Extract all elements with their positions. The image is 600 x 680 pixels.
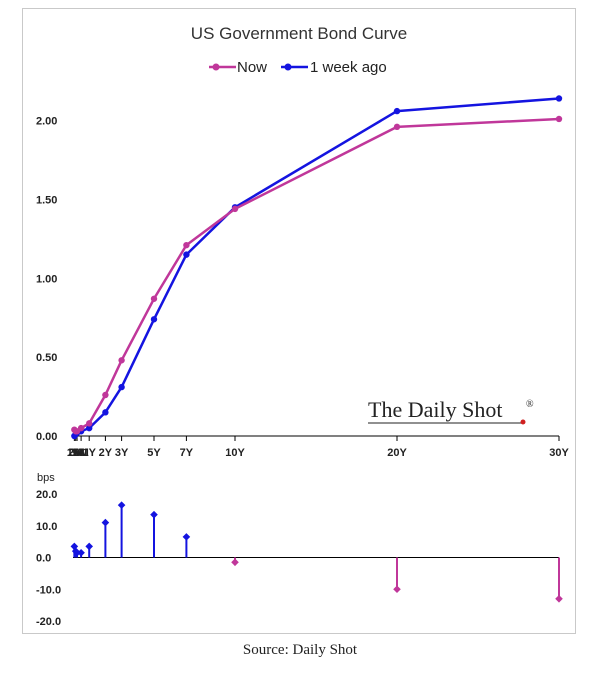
change-marker: [85, 542, 93, 551]
x-tick-label: 7Y: [180, 447, 194, 459]
series-now-point: [555, 115, 563, 123]
series-now-point: [150, 295, 158, 302]
x-tick-label: 3Y: [115, 447, 129, 459]
series-week-ago-point: [86, 424, 93, 432]
chart-frame: US Government Bond Curve Now 1 week ago …: [22, 8, 576, 634]
change-y-tick-label: 10.0: [36, 521, 57, 533]
change-marker: [231, 558, 239, 567]
brand-mark: ®: [526, 399, 534, 410]
series-now-point: [183, 241, 190, 249]
y-tick-label: 1.50: [36, 194, 57, 206]
change-marker: [101, 518, 110, 527]
x-tick-label: 1M: [67, 447, 82, 459]
y-tick-label: 2.00: [36, 116, 57, 128]
change-y-tick-label: -10.0: [36, 584, 61, 596]
y-tick-label: 0.00: [36, 431, 57, 443]
y-tick-label: 1.00: [36, 273, 57, 285]
series-week-ago-point: [118, 383, 125, 391]
x-tick-label: 2Y: [99, 447, 113, 459]
brand-dot: [520, 419, 526, 425]
x-tick-label: 2M: [68, 447, 83, 459]
change-y-tick-label: -20.0: [36, 616, 61, 628]
legend-now-label: Now: [237, 59, 267, 76]
change-plot: bps 20.0 10.0 0.0 -10.0 -20.0: [36, 472, 563, 628]
change-marker: [182, 533, 191, 541]
series-now-point: [231, 205, 239, 213]
change-marker: [393, 585, 401, 594]
x-tick-label: 6M: [73, 447, 88, 459]
chart-title: US Government Bond Curve: [191, 24, 407, 43]
legend-week-ago-marker: [284, 63, 292, 71]
x-tick-label: 10Y: [225, 447, 245, 459]
series-week-ago-point: [393, 107, 401, 115]
legend-now-marker: [212, 63, 220, 71]
change-marker: [73, 548, 81, 557]
legend-week-ago-label: 1 week ago: [310, 59, 387, 76]
change-y-unit: bps: [37, 472, 55, 484]
change-marker: [150, 510, 158, 519]
change-marker: [117, 501, 126, 509]
change-y-tick-label: 20.0: [36, 489, 57, 501]
series-week-ago-line: [73, 97, 560, 437]
brand-text: The Daily Shot: [368, 397, 502, 422]
x-tick-label: 5Y: [147, 447, 161, 459]
series-now-point: [77, 424, 85, 432]
bond-curve-chart: US Government Bond Curve Now 1 week ago …: [36, 24, 569, 628]
change-marker: [77, 548, 85, 557]
change-marker: [555, 594, 563, 603]
series-week-ago-point: [555, 95, 563, 102]
x-tick-label: 1Y: [82, 447, 96, 459]
legend: Now 1 week ago: [209, 59, 387, 76]
change-y-tick-label: 0.0: [36, 553, 51, 565]
y-tick-label: 0.50: [36, 352, 57, 364]
series-now-point: [118, 357, 125, 364]
x-tick-label: 3M: [69, 447, 84, 459]
brand-logo: The Daily Shot ®: [368, 397, 534, 425]
source-caption: Source: Daily Shot: [242, 642, 358, 658]
series-now-point: [86, 420, 93, 427]
series-week-ago-point: [102, 409, 109, 416]
series-week-ago-point: [183, 251, 190, 258]
series-week-ago-point: [150, 316, 158, 323]
series-now-point: [393, 123, 401, 131]
series-now-line: [73, 117, 560, 433]
x-tick-label: 20Y: [387, 447, 407, 459]
x-tick-label: 30Y: [549, 447, 569, 459]
series-now-point: [102, 391, 109, 399]
